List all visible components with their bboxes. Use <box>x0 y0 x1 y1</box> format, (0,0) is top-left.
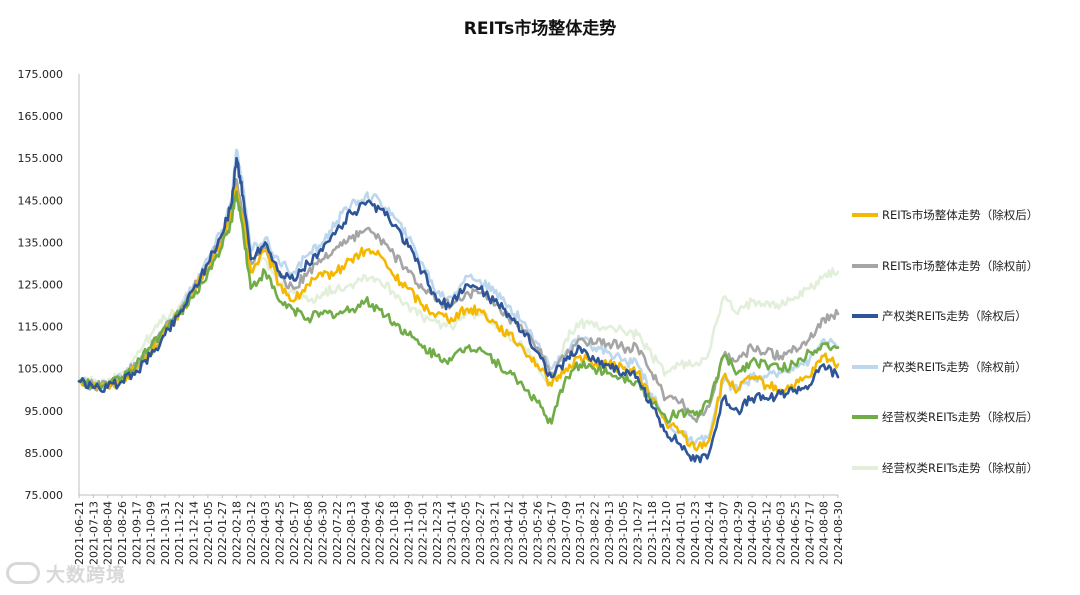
x-tick-label: 2024-07-17 <box>803 501 816 565</box>
x-tick-label: 2024-04-20 <box>746 501 759 565</box>
x-tick-label: 2023-04-12 <box>503 501 516 565</box>
axes: 75.000 85.000 95.000 105.000 115.000 125.000 1… <box>18 68 846 565</box>
x-tick-label: 2022-09-04 <box>359 501 372 565</box>
legend-item: 经营权类REITs走势（除权前） <box>852 443 1077 494</box>
series-line-1 <box>77 185 840 452</box>
x-tick-label: 2022-04-25 <box>273 501 286 565</box>
x-tick-label: 2023-01-14 <box>445 501 458 565</box>
y-tick-label: 125.000 <box>18 279 64 292</box>
x-tick-label: 2022-05-17 <box>288 501 301 565</box>
legend-label: REITs市场整体走势（除权后） <box>882 208 1039 223</box>
series-line-2 <box>77 178 840 423</box>
legend-swatch <box>852 213 878 218</box>
x-tick-label: 2021-12-14 <box>188 501 201 565</box>
legend-item: 产权类REITs走势（除权前） <box>852 342 1077 393</box>
x-tick-label: 2022-03-12 <box>245 501 258 565</box>
x-tick-label: 2022-08-13 <box>345 501 358 565</box>
x-tick-label: 2021-06-21 <box>73 501 86 565</box>
brand-logo-icon <box>6 562 40 584</box>
watermark: 大数跨境 <box>6 558 126 588</box>
y-tick-label: 85.000 <box>25 447 64 460</box>
x-tick-label: 2023-06-17 <box>546 501 559 565</box>
legend-label: 产权类REITs走势（除权前） <box>882 359 1027 374</box>
x-tick-label: 2023-09-13 <box>603 501 616 565</box>
series-line-5 <box>77 190 840 425</box>
legend-item: 经营权类REITs走势（除权后） <box>852 392 1077 443</box>
x-tick-label: 2021-09-17 <box>130 501 143 565</box>
legend-label: 产权类REITs走势（除权后） <box>882 309 1027 324</box>
x-tick-label: 2022-04-03 <box>259 501 272 565</box>
y-tick-label: 115.000 <box>18 321 64 334</box>
x-tick-label: 2024-03-29 <box>732 501 745 565</box>
x-tick-label: 2023-07-09 <box>560 501 573 565</box>
y-tick-label: 175.000 <box>18 68 64 81</box>
x-tick-label: 2023-03-21 <box>488 501 501 565</box>
chart-title: REITs市场整体走势 <box>463 19 617 39</box>
legend-label: REITs市场整体走势（除权前） <box>882 258 1039 273</box>
x-tick-label: 2023-11-18 <box>646 501 659 565</box>
legend-swatch <box>852 263 878 268</box>
x-tick-label: 2022-11-09 <box>402 501 415 565</box>
x-tick-label: 2022-06-30 <box>316 501 329 565</box>
y-tick-label: 165.000 <box>18 110 64 123</box>
legend: REITs市场整体走势（除权后） REITs市场整体走势（除权前） 产权类REITs… <box>852 190 1077 493</box>
x-tick-label: 2022-09-26 <box>374 501 387 565</box>
legend-label: 经营权类REITs走势（除权后） <box>882 410 1039 425</box>
x-tick-label: 2024-02-14 <box>703 501 716 565</box>
y-tick-label: 75.000 <box>25 489 64 502</box>
x-tick-label: 2023-12-10 <box>660 501 673 565</box>
x-tick-label: 2024-01-23 <box>689 501 702 565</box>
x-tick-label: 2024-01-01 <box>674 501 687 565</box>
x-tick-label: 2021-10-31 <box>159 501 172 565</box>
watermark-text: 大数跨境 <box>46 563 127 586</box>
x-tick-label: 2022-07-22 <box>331 501 344 565</box>
x-tick-label: 2024-08-30 <box>832 501 845 565</box>
legend-swatch <box>852 415 878 420</box>
x-tick-label: 2023-10-27 <box>632 501 645 565</box>
y-tick-label: 145.000 <box>18 194 64 207</box>
x-tick-label: 2022-06-08 <box>302 501 315 565</box>
y-tick-label: 135.000 <box>18 236 64 249</box>
x-tick-label: 2023-10-05 <box>617 501 630 565</box>
x-tick-label: 2023-02-05 <box>460 501 473 565</box>
legend-label: 经营权类REITs走势（除权前） <box>882 460 1039 475</box>
legend-item: 产权类REITs走势（除权后） <box>852 291 1077 342</box>
x-tick-label: 2022-12-01 <box>417 501 430 565</box>
y-tick-label: 95.000 <box>25 405 64 418</box>
y-tick-label: 155.000 <box>18 152 64 165</box>
x-tick-label: 2024-08-08 <box>818 501 831 565</box>
x-tick-label: 2022-12-23 <box>431 501 444 565</box>
x-tick-label: 2021-08-26 <box>116 501 129 565</box>
x-tick-label: 2023-05-04 <box>517 501 530 565</box>
x-tick-label: 2023-02-27 <box>474 501 487 565</box>
y-tick-label: 105.000 <box>18 363 64 376</box>
x-tick-label: 2021-07-13 <box>87 501 100 565</box>
legend-item: REITs市场整体走势（除权前） <box>852 241 1077 292</box>
x-tick-label: 2022-02-18 <box>231 501 244 565</box>
x-tick-label: 2023-07-31 <box>574 501 587 565</box>
legend-swatch <box>852 314 878 319</box>
series-line-3 <box>77 156 840 464</box>
x-tick-label: 2024-06-25 <box>789 501 802 565</box>
x-tick-label: 2021-08-04 <box>102 501 115 565</box>
x-tick-label: 2024-06-03 <box>775 501 788 565</box>
legend-item: REITs市场整体走势（除权后） <box>852 190 1077 241</box>
x-tick-label: 2021-11-22 <box>173 501 186 565</box>
x-tick-label: 2024-03-07 <box>717 501 730 565</box>
x-tick-label: 2021-10-09 <box>145 501 158 565</box>
x-tick-label: 2024-05-12 <box>760 501 773 565</box>
legend-swatch <box>852 364 878 369</box>
x-tick-label: 2022-01-05 <box>202 501 215 565</box>
x-tick-label: 2023-05-26 <box>531 501 544 565</box>
x-tick-label: 2023-08-22 <box>589 501 602 565</box>
x-tick-label: 2022-10-18 <box>388 501 401 565</box>
x-tick-label: 2022-01-27 <box>216 501 229 565</box>
series-lines <box>77 148 840 464</box>
legend-swatch <box>852 465 878 470</box>
